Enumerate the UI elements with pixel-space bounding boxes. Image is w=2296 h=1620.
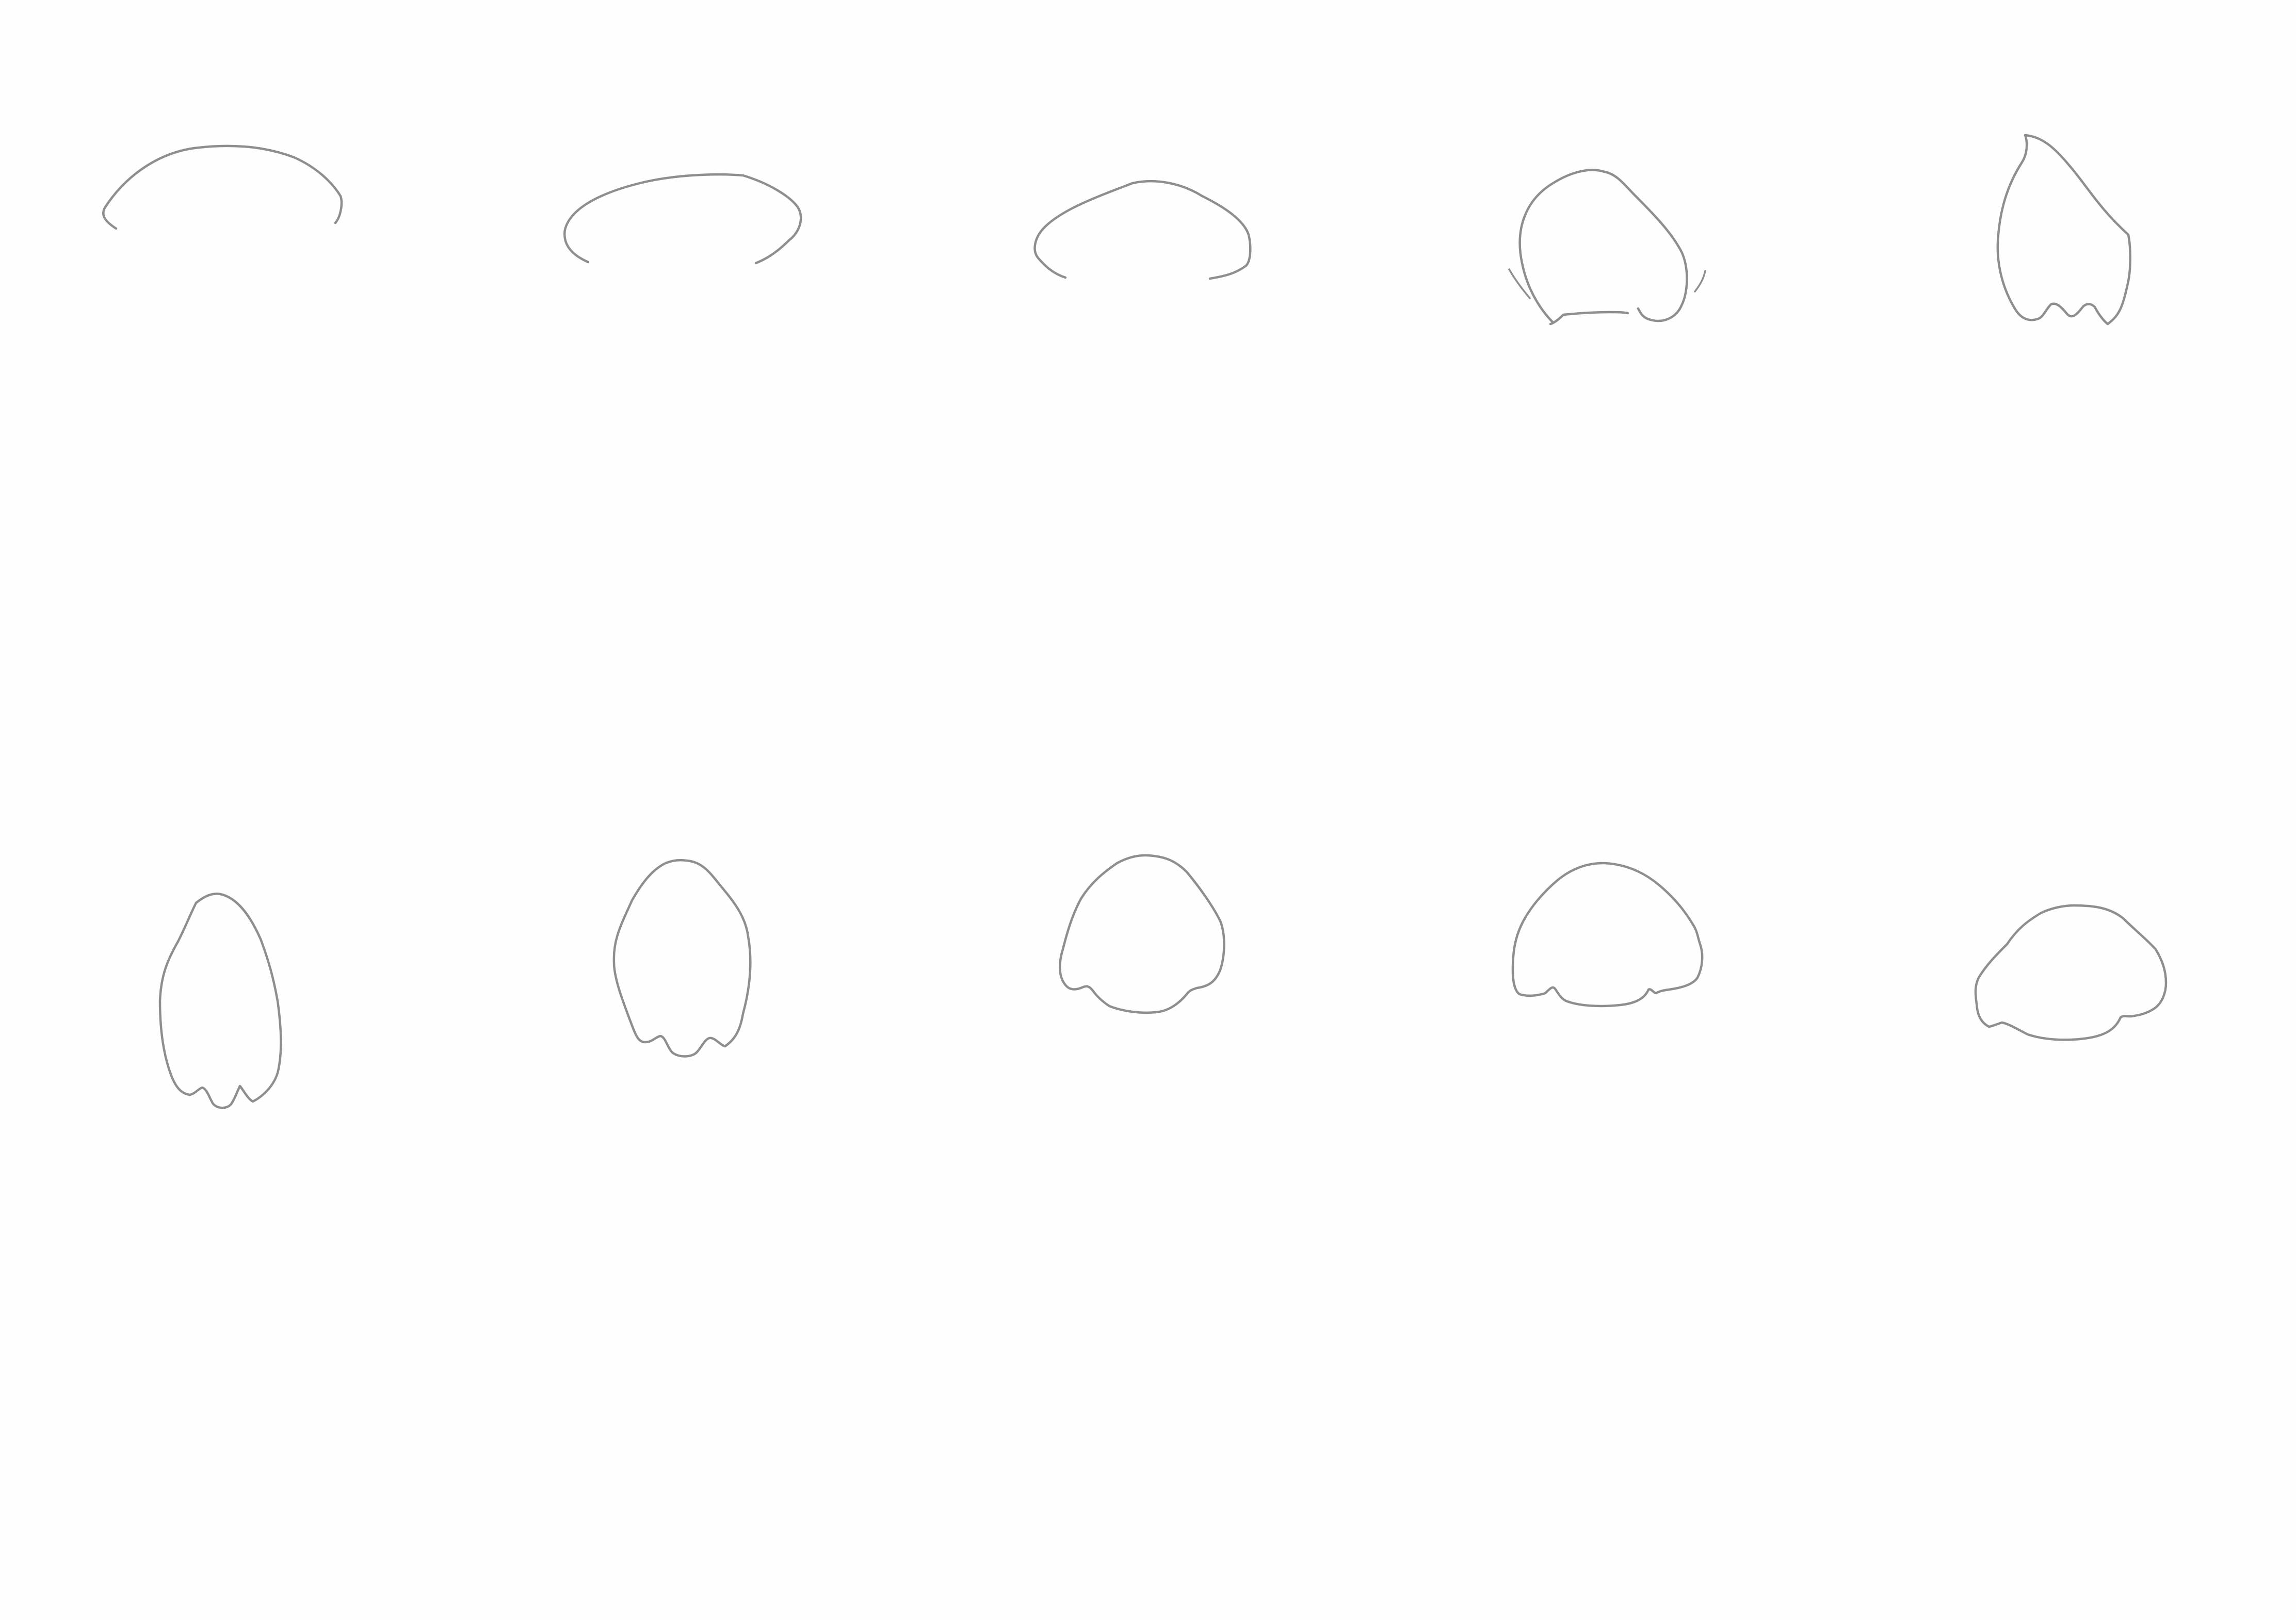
sketch-tall-oval-lobed-2 bbox=[158, 893, 282, 1109]
sketch-round-lobed bbox=[1059, 854, 1225, 1014]
sketch-oval-lobed bbox=[612, 858, 752, 1058]
sketch-tall-oval-lobed bbox=[1996, 134, 2131, 326]
sketch-open-arc-2 bbox=[563, 173, 802, 265]
sketch-dome-lobed bbox=[1511, 862, 1704, 1008]
sketch-dome-notched bbox=[1508, 169, 1706, 326]
sketch-wide-dome-lobed bbox=[1974, 904, 2168, 1041]
sketch-open-arc-1 bbox=[102, 144, 343, 230]
sketch-open-arc-3 bbox=[1033, 180, 1252, 280]
